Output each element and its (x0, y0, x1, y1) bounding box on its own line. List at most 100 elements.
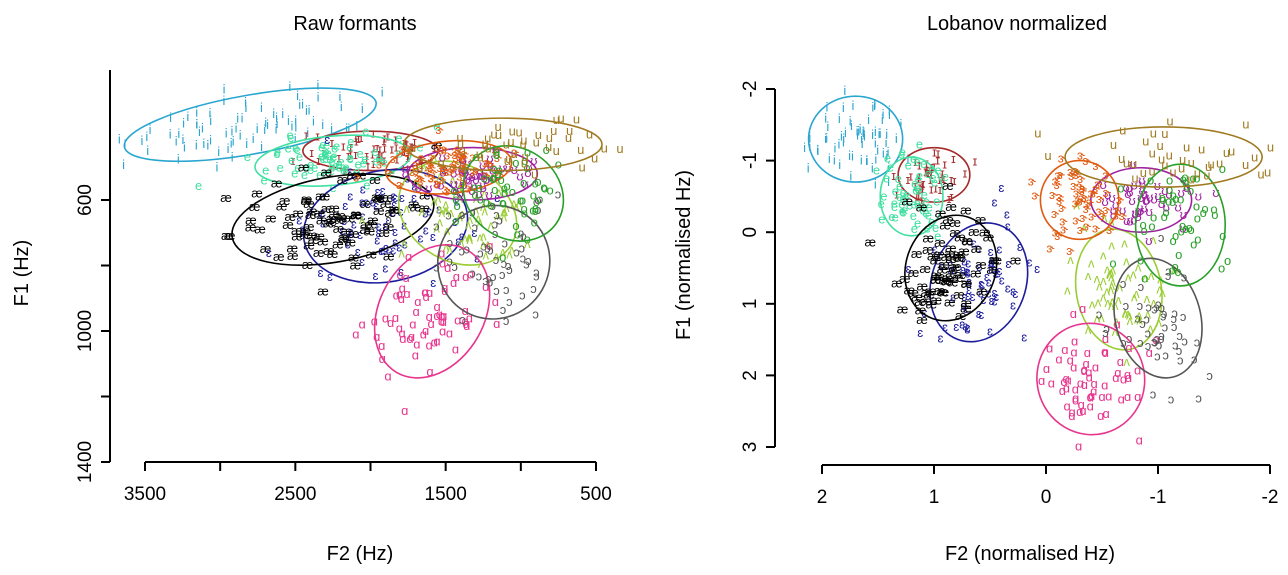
point-o: o (532, 201, 539, 216)
point-u: u (1157, 138, 1164, 153)
point-ɑ: ɑ (409, 316, 416, 331)
point-e: e (878, 196, 885, 211)
point-ɝ: ɝ (409, 164, 418, 179)
point-ʊ: ʊ (1146, 189, 1153, 204)
point-ɝ: ɝ (1068, 168, 1077, 183)
point-ɑ: ɑ (450, 275, 457, 290)
point-æ: æ (344, 235, 356, 250)
point-o: o (1182, 221, 1189, 236)
point-ɔ: ɔ (484, 171, 491, 186)
point-i: i (230, 123, 233, 138)
point-o: o (533, 194, 540, 209)
point-u: u (503, 137, 510, 152)
point-i: i (195, 117, 198, 132)
point-e: e (375, 150, 382, 165)
point-e: e (895, 171, 902, 186)
point-e: e (915, 183, 922, 198)
point-æ: æ (316, 213, 328, 228)
point-ɔ: ɔ (1180, 309, 1187, 324)
point-æ: æ (904, 283, 916, 298)
point-ɔ: ɔ (518, 226, 525, 241)
point-ɝ: ɝ (1076, 179, 1085, 194)
point-o: o (504, 178, 511, 193)
point-o: o (493, 146, 500, 161)
point-ɪ: ɪ (382, 141, 387, 156)
point-ɑ: ɑ (1055, 352, 1062, 367)
point-ɛ: ɛ (964, 321, 970, 336)
point-æ: æ (374, 190, 386, 205)
point-u: u (577, 142, 584, 157)
point-ʌ: ʌ (1104, 262, 1111, 277)
point-i: i (140, 133, 143, 148)
point-ʊ: ʊ (1158, 196, 1165, 211)
point-ɛ: ɛ (980, 292, 986, 307)
point-o: o (487, 197, 494, 212)
point-ʌ: ʌ (1109, 274, 1116, 289)
point-ʌ: ʌ (1133, 286, 1140, 301)
point-ɑ: ɑ (454, 313, 461, 328)
point-ɝ: ɝ (1046, 241, 1055, 256)
point-i: i (235, 120, 238, 135)
point-o: o (1159, 190, 1166, 205)
point-ɛ: ɛ (1010, 297, 1016, 312)
point-i: i (239, 128, 242, 143)
point-ʊ: ʊ (1141, 187, 1148, 202)
point-æ: æ (360, 217, 372, 232)
point-ɝ: ɝ (353, 170, 362, 185)
point-u: u (1223, 145, 1230, 160)
point-ʊ: ʊ (524, 165, 531, 180)
point-ɛ: ɛ (961, 254, 967, 269)
point-u: u (573, 112, 580, 127)
point-æ: æ (380, 196, 392, 211)
point-ʌ: ʌ (442, 202, 449, 217)
point-ɑ: ɑ (398, 326, 405, 341)
point-ʌ: ʌ (466, 232, 473, 247)
point-i: i (851, 98, 854, 113)
point-ɛ: ɛ (966, 282, 972, 297)
point-o: o (1188, 222, 1195, 237)
point-ɛ: ɛ (320, 216, 326, 231)
ellipse-i (123, 87, 377, 163)
point-ʌ: ʌ (1108, 278, 1115, 293)
point-u: u (505, 151, 512, 166)
point-ɑ: ɑ (1081, 377, 1088, 392)
point-ɔ: ɔ (485, 271, 492, 286)
point-i: i (294, 131, 297, 146)
point-æ: æ (961, 233, 973, 248)
point-æ: æ (350, 207, 362, 222)
point-u: u (616, 141, 623, 156)
point-ʌ: ʌ (1136, 312, 1143, 327)
point-ʊ: ʊ (479, 178, 486, 193)
point-o: o (1187, 183, 1194, 198)
point-ʊ: ʊ (479, 157, 486, 172)
point-ɪ: ɪ (918, 179, 923, 194)
point-ʌ: ʌ (1122, 305, 1129, 320)
point-ʊ: ʊ (458, 162, 465, 177)
point-ʌ: ʌ (456, 181, 463, 196)
point-ɛ: ɛ (430, 229, 436, 244)
point-ʊ: ʊ (439, 150, 446, 165)
point-æ: æ (922, 242, 934, 257)
point-ɑ: ɑ (1086, 370, 1093, 385)
point-e: e (910, 208, 917, 223)
point-æ: æ (389, 202, 401, 217)
point-u: u (553, 112, 560, 127)
point-i: i (263, 122, 266, 137)
point-ɛ: ɛ (988, 255, 994, 270)
point-i: i (232, 133, 235, 148)
point-i: i (183, 140, 186, 155)
point-u: u (484, 141, 491, 156)
point-æ: æ (367, 213, 379, 228)
point-u: u (437, 156, 444, 171)
point-ʌ: ʌ (1136, 307, 1143, 322)
point-e: e (912, 182, 919, 197)
point-o: o (1200, 205, 1207, 220)
point-æ: æ (987, 262, 999, 277)
point-ɪ: ɪ (389, 142, 394, 157)
point-ɪ: ɪ (371, 126, 376, 141)
point-e: e (333, 138, 340, 153)
point-ɪ: ɪ (928, 172, 933, 187)
